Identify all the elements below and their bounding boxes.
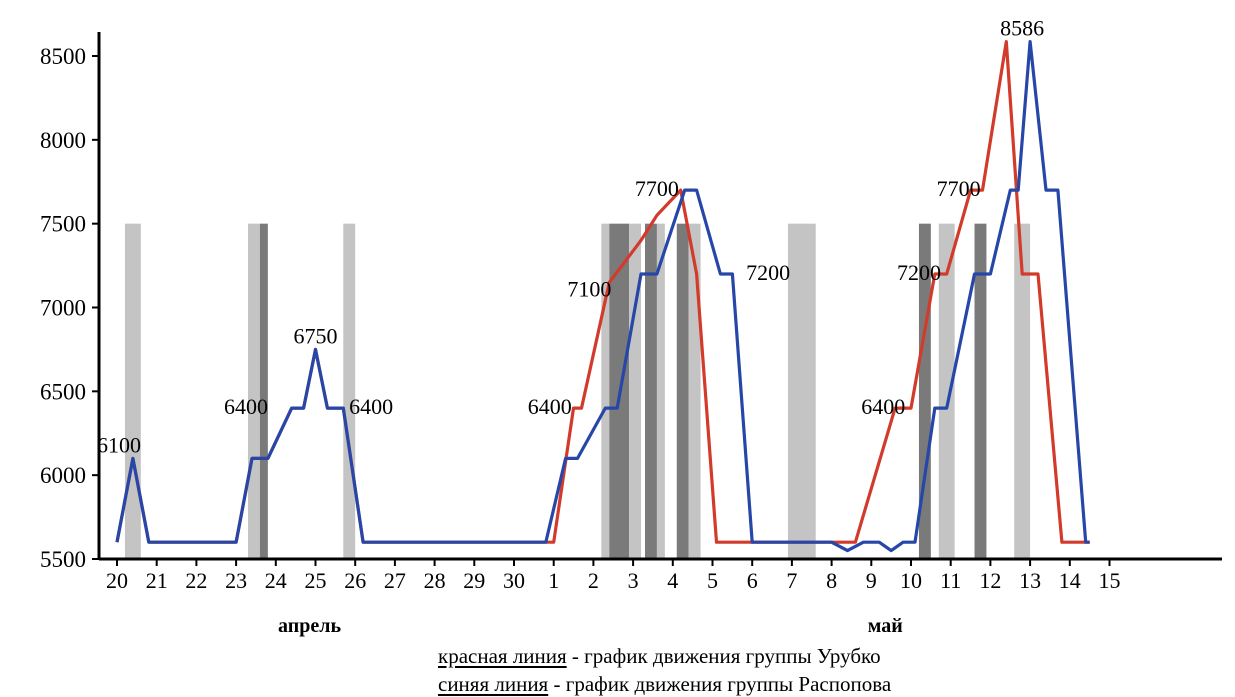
y-tick-label-5: 8000 — [40, 128, 86, 153]
x-tick-label-22: 12 — [979, 568, 1001, 593]
shaded-bar-14 — [1014, 223, 1031, 559]
x-tick-label-18: 8 — [826, 568, 837, 593]
legend-red-text: - график движения группы Урубко — [566, 644, 881, 668]
x-tick-label-24: 14 — [1059, 568, 1081, 593]
legend-blue: синяя линия - график движения группы Рас… — [438, 672, 891, 697]
annotation-9: 7200 — [897, 260, 941, 285]
x-tick-label-12: 2 — [588, 568, 599, 593]
annotation-8: 6400 — [861, 394, 905, 419]
y-tick-label-3: 7000 — [40, 296, 86, 321]
x-tick-label-21: 11 — [940, 568, 961, 593]
series-line-blue — [115, 40, 1090, 553]
y-tick-label-6: 8500 — [40, 44, 86, 69]
shaded-bars — [124, 223, 1031, 559]
annotation-6: 7700 — [635, 176, 679, 201]
x-tick-label-23: 13 — [1019, 568, 1041, 593]
x-tick-label-3: 23 — [225, 568, 247, 593]
shaded-bar-2 — [259, 223, 268, 559]
x-tick-label-9: 29 — [463, 568, 485, 593]
shaded-bar-0 — [124, 223, 141, 559]
series-lines — [115, 40, 1090, 553]
annotations: 6100 6400 6750 6400 6400 7100 7700 7200 6400 7200… — [97, 16, 1044, 458]
legend-red-key: красная линия — [438, 644, 567, 668]
annotation-3: 6400 — [349, 394, 393, 419]
y-tick-label-0: 5500 — [40, 547, 86, 572]
shaded-bar-1 — [248, 223, 260, 559]
x-tick-label-4: 24 — [265, 568, 287, 593]
x-tick-label-20: 10 — [900, 568, 922, 593]
shaded-bar-7 — [645, 223, 657, 559]
legend-red: красная линия - график движения группы У… — [438, 644, 881, 669]
x-tick-label-1: 21 — [146, 568, 168, 593]
x-tick-label-19: 9 — [866, 568, 877, 593]
x-tick-label-10: 30 — [503, 568, 525, 593]
annotation-2: 6750 — [294, 323, 338, 348]
shaded-bar-12 — [938, 223, 955, 559]
x-tick-label-16: 6 — [747, 568, 758, 593]
x-tick-label-14: 4 — [667, 568, 678, 593]
x-tick-label-2: 22 — [185, 568, 207, 593]
x-tick-label-15: 5 — [707, 568, 718, 593]
shaded-bar-3 — [343, 223, 356, 559]
shaded-bar-9 — [676, 223, 689, 559]
x-tick-label-17: 7 — [786, 568, 797, 593]
annotation-7: 7200 — [746, 260, 790, 285]
y-tick-label-1: 6000 — [40, 463, 86, 488]
shaded-bar-10 — [688, 223, 701, 559]
shaded-bar-11 — [918, 223, 931, 559]
shaded-bar-15 — [787, 223, 816, 559]
annotation-11: 8586 — [1000, 16, 1044, 41]
annotation-0: 6100 — [97, 432, 141, 457]
annotation-1: 6400 — [224, 394, 268, 419]
y-tick-label-2: 6500 — [40, 379, 86, 404]
y-tick-label-4: 7500 — [40, 212, 86, 237]
x-tick-label-25: 15 — [1099, 568, 1121, 593]
legend-blue-key: синяя линия — [438, 672, 549, 696]
shaded-bar-13 — [974, 223, 987, 559]
month-label-0: апрель — [278, 615, 341, 637]
x-tick-label-5: 25 — [305, 568, 327, 593]
x-tick-label-6: 26 — [344, 568, 366, 593]
x-tick-label-13: 3 — [628, 568, 639, 593]
legend-blue-text: - график движения группы Распопова — [548, 672, 892, 696]
annotation-5: 7100 — [567, 277, 611, 302]
month-label-1: май — [868, 615, 903, 637]
x-tick-label-7: 27 — [384, 568, 406, 593]
annotation-4: 6400 — [528, 394, 572, 419]
x-tick-label-0: 20 — [106, 568, 128, 593]
annotation-10: 7700 — [937, 176, 981, 201]
x-tick-label-11: 1 — [548, 568, 559, 593]
shaded-bar-6 — [629, 223, 642, 559]
shaded-bar-8 — [656, 223, 665, 559]
shaded-bar-4 — [601, 223, 610, 559]
x-tick-label-8: 28 — [424, 568, 446, 593]
